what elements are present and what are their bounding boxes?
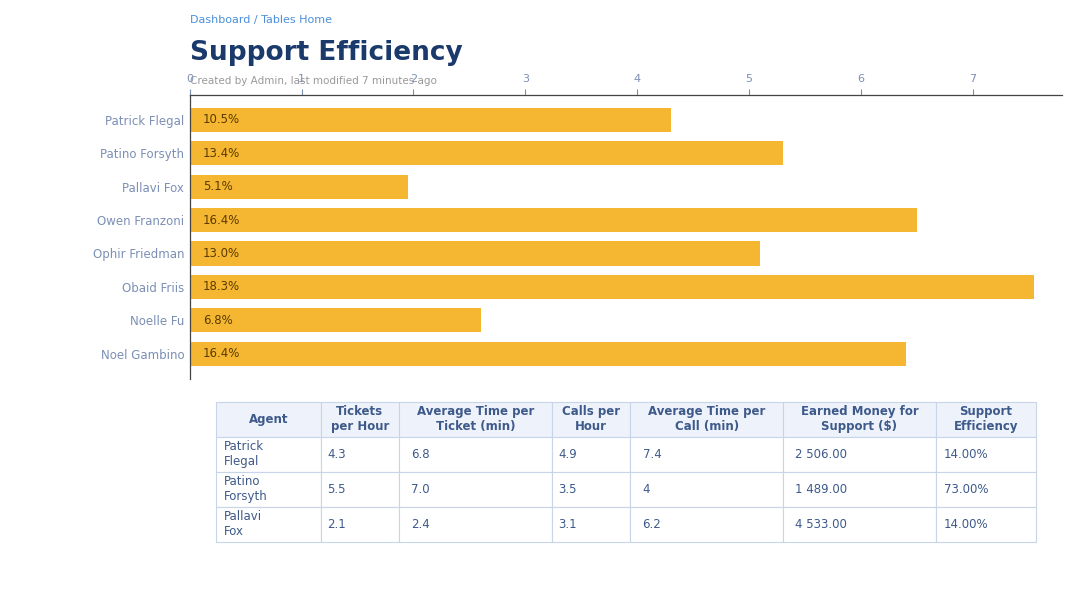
Bar — [190, 208, 917, 232]
Text: 16.4%: 16.4% — [203, 214, 241, 226]
Bar — [190, 308, 480, 332]
Text: 13.0%: 13.0% — [203, 247, 241, 260]
Text: Dashboard / Tables Home: Dashboard / Tables Home — [190, 15, 332, 25]
Text: 10.5%: 10.5% — [203, 113, 241, 126]
Text: 6.8%: 6.8% — [203, 314, 233, 327]
Bar — [190, 275, 1034, 299]
Bar — [190, 242, 760, 266]
Bar — [190, 108, 671, 132]
Text: 13.4%: 13.4% — [203, 147, 241, 160]
Bar — [190, 141, 783, 165]
Text: 5.1%: 5.1% — [203, 180, 233, 193]
Text: Created by Admin, last modified 7 minutes ago: Created by Admin, last modified 7 minute… — [190, 76, 437, 86]
Text: Support Efficiency: Support Efficiency — [190, 40, 463, 65]
Text: 18.3%: 18.3% — [203, 280, 241, 293]
Bar — [190, 341, 906, 366]
Bar — [190, 174, 408, 199]
Text: 16.4%: 16.4% — [203, 347, 241, 360]
